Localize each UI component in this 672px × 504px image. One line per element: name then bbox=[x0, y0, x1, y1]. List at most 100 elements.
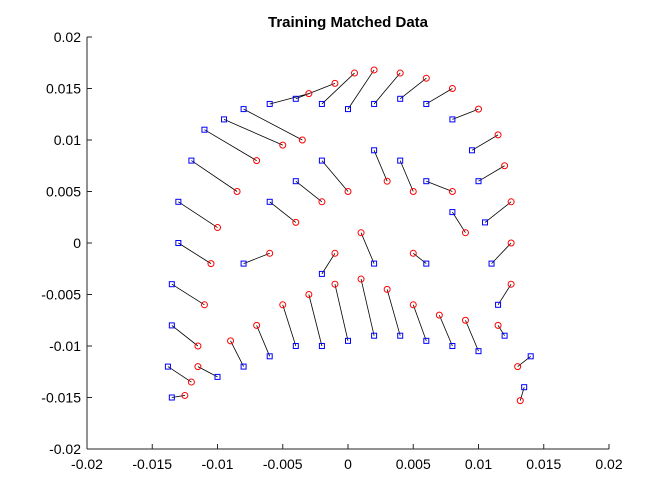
square-marker bbox=[371, 332, 378, 339]
match-line bbox=[412, 304, 427, 341]
match-line bbox=[282, 304, 297, 347]
square-marker bbox=[345, 106, 351, 113]
circle-marker bbox=[253, 157, 261, 165]
y-tick-label: 0.01 bbox=[54, 132, 81, 148]
x-tick-label: -0.015 bbox=[132, 456, 172, 472]
circle-marker bbox=[305, 90, 313, 98]
circle-marker bbox=[383, 177, 391, 185]
x-tick-label: 0.01 bbox=[465, 456, 492, 472]
x-tick-label: -0.02 bbox=[71, 456, 103, 472]
square-marker bbox=[449, 209, 456, 216]
square-marker bbox=[521, 384, 528, 391]
match-line bbox=[178, 242, 212, 264]
match-line bbox=[426, 88, 453, 105]
circle-marker bbox=[279, 301, 287, 309]
circle-marker bbox=[227, 337, 235, 345]
match-line bbox=[295, 82, 336, 100]
match-line bbox=[399, 77, 427, 100]
square-marker bbox=[188, 157, 195, 164]
y-tick-label: -0.015 bbox=[41, 390, 81, 406]
circle-marker bbox=[409, 249, 417, 257]
square-marker bbox=[164, 363, 171, 370]
x-tick-label: 0.005 bbox=[396, 456, 431, 472]
square-marker bbox=[371, 147, 378, 154]
match-line bbox=[295, 180, 323, 203]
circle-marker bbox=[331, 280, 339, 288]
match-line bbox=[334, 284, 349, 341]
match-line bbox=[373, 72, 401, 105]
circle-marker bbox=[435, 311, 443, 319]
circle-marker bbox=[331, 79, 339, 87]
y-tick-label: -0.01 bbox=[49, 338, 81, 354]
match-line bbox=[438, 314, 453, 347]
circle-marker bbox=[409, 188, 417, 195]
circle-marker bbox=[194, 363, 202, 371]
circle-marker bbox=[494, 131, 502, 139]
circle-marker bbox=[200, 301, 208, 309]
circle-marker bbox=[461, 316, 469, 324]
match-line bbox=[360, 278, 375, 336]
match-line bbox=[465, 320, 479, 352]
match-line bbox=[386, 289, 401, 336]
circle-marker bbox=[514, 363, 522, 371]
y-tick-label: 0 bbox=[73, 235, 81, 251]
match-line bbox=[484, 201, 512, 223]
chart-title: Training Matched Data bbox=[268, 14, 429, 31]
match-line bbox=[171, 325, 199, 347]
square-marker bbox=[221, 116, 228, 123]
circle-marker bbox=[233, 188, 241, 195]
circle-marker bbox=[351, 69, 359, 77]
match-line bbox=[167, 366, 192, 383]
square-marker bbox=[292, 95, 299, 102]
square-marker bbox=[397, 157, 404, 164]
circle-marker bbox=[305, 291, 313, 298]
square-marker bbox=[423, 260, 430, 267]
match-line bbox=[269, 93, 309, 105]
square-marker bbox=[423, 100, 430, 107]
square-marker bbox=[482, 219, 489, 226]
square-marker bbox=[292, 178, 299, 185]
square-marker bbox=[214, 373, 221, 380]
match-line bbox=[399, 160, 414, 192]
circle-marker bbox=[370, 66, 378, 74]
circle-marker bbox=[279, 141, 287, 149]
square-marker bbox=[345, 337, 351, 344]
square-marker bbox=[371, 100, 378, 107]
match-line bbox=[321, 72, 355, 105]
square-marker bbox=[318, 270, 325, 277]
square-marker bbox=[449, 116, 456, 123]
match-line bbox=[347, 69, 375, 110]
match-line bbox=[256, 325, 271, 357]
match-line bbox=[471, 134, 499, 151]
circle-marker bbox=[507, 280, 515, 288]
match-line bbox=[478, 165, 505, 182]
match-line bbox=[497, 283, 512, 306]
circle-marker bbox=[461, 229, 469, 237]
square-marker bbox=[175, 240, 182, 246]
match-line bbox=[269, 201, 297, 223]
circle-marker bbox=[396, 69, 404, 77]
circle-marker bbox=[357, 275, 365, 283]
circle-marker bbox=[383, 285, 391, 293]
square-marker bbox=[240, 260, 247, 267]
square-marker bbox=[168, 394, 175, 401]
square-marker bbox=[266, 353, 273, 360]
x-tick-label: 0.02 bbox=[595, 456, 622, 472]
y-tick-label: 0.015 bbox=[46, 81, 81, 97]
circle-marker bbox=[409, 301, 417, 309]
square-marker bbox=[292, 343, 299, 349]
match-line bbox=[360, 232, 375, 264]
square-marker bbox=[468, 147, 475, 154]
x-tick-label: -0.005 bbox=[263, 456, 303, 472]
match-line bbox=[321, 160, 349, 192]
match-line bbox=[178, 201, 218, 228]
match-line bbox=[171, 283, 205, 306]
match-line bbox=[491, 242, 512, 264]
match-line bbox=[373, 150, 388, 182]
match-line bbox=[452, 108, 479, 120]
match-line bbox=[413, 252, 427, 264]
circle-marker bbox=[475, 105, 482, 113]
circle-marker bbox=[501, 162, 509, 170]
x-tick-label: 0.015 bbox=[526, 456, 561, 472]
